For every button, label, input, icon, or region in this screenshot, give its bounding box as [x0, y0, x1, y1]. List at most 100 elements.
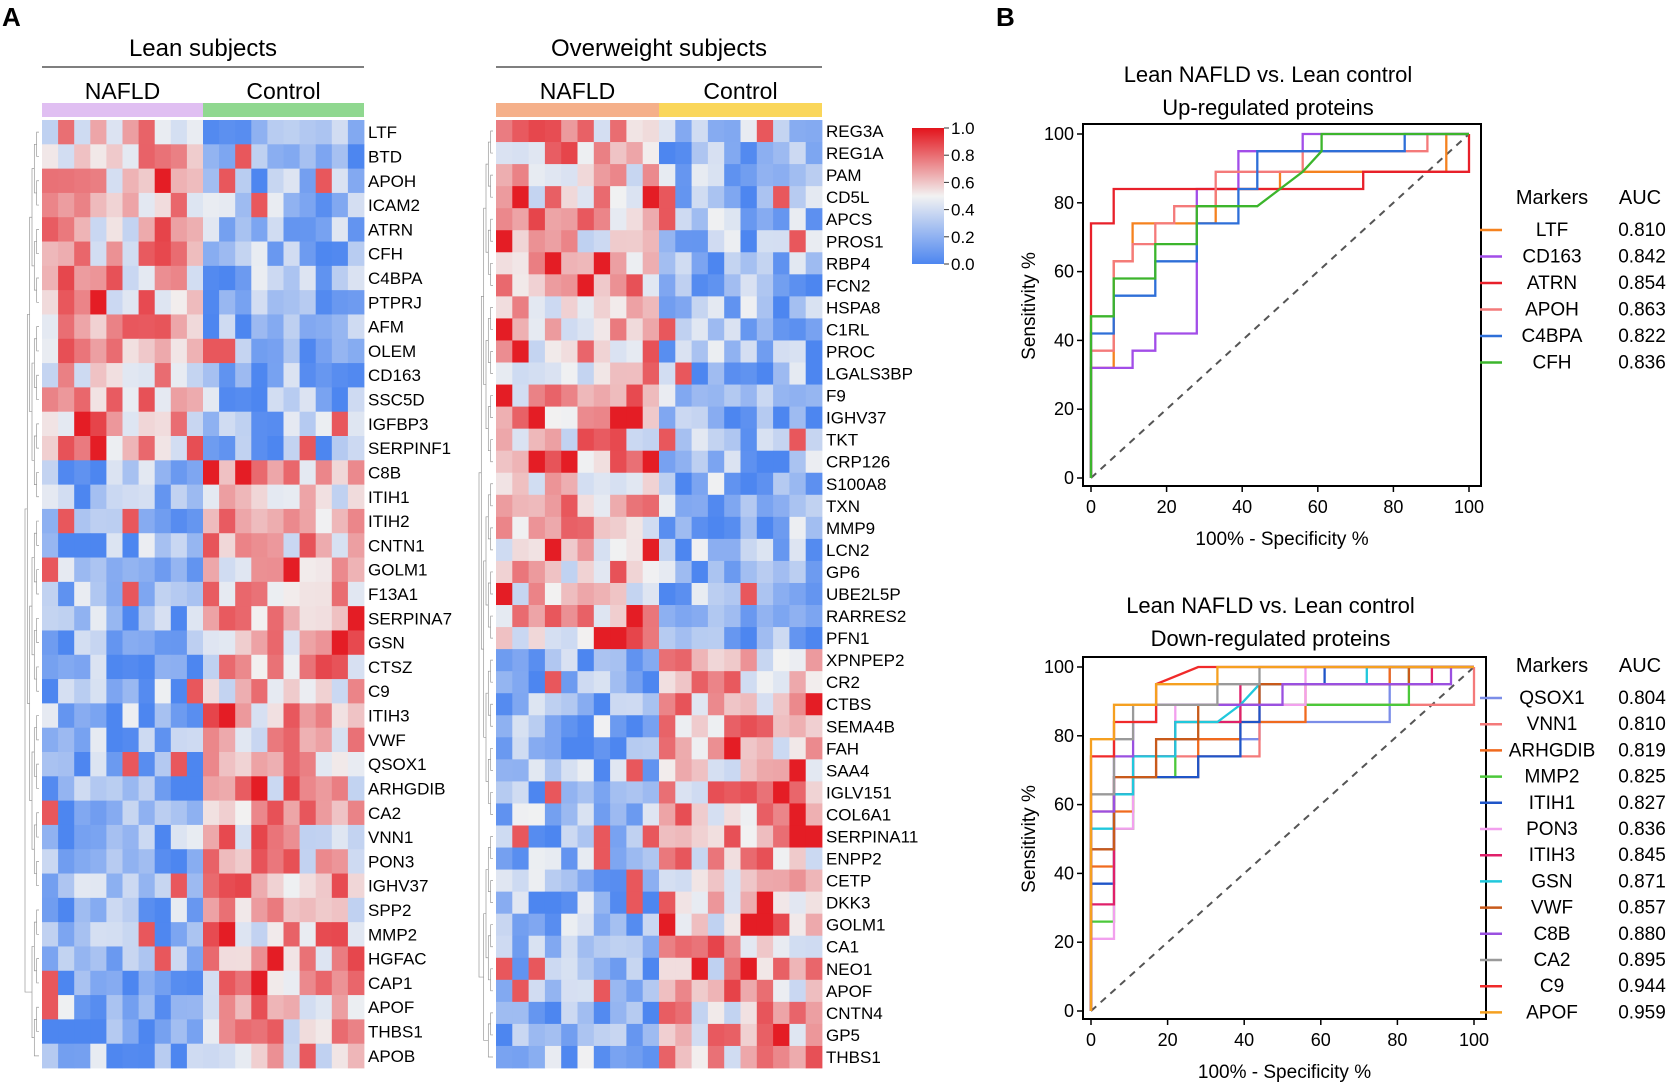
heatmap-cell	[528, 230, 546, 253]
heatmap-cell	[642, 913, 660, 937]
heatmap-cell	[58, 557, 75, 583]
heatmap-cell	[756, 274, 774, 297]
heatmap-cell	[642, 803, 660, 826]
heatmap-cell	[593, 825, 611, 848]
heatmap-cell	[756, 979, 774, 1003]
x-tick-label: 20	[1158, 1030, 1178, 1050]
heatmap-cell	[756, 935, 774, 959]
dendrogram-branch	[36, 326, 39, 352]
heatmap-cell	[544, 516, 562, 540]
heatmap-cell	[219, 873, 236, 899]
gene-label: COL6A1	[826, 806, 891, 825]
heatmap-cell	[58, 897, 75, 923]
heatmap-cell	[756, 494, 774, 518]
heatmap-cell	[138, 776, 156, 802]
heatmap-cell	[347, 217, 365, 242]
heatmap-cell	[122, 946, 139, 972]
heatmap-cell	[74, 411, 91, 437]
heatmap-cell	[805, 450, 823, 474]
heatmap-cell	[593, 450, 611, 474]
heatmap-cell	[610, 340, 627, 363]
heatmap-cell	[740, 340, 758, 363]
legend-auc-value: 0.895	[1618, 950, 1666, 971]
heatmap-cell	[235, 338, 252, 364]
heatmap-cell	[659, 803, 676, 826]
heatmap-cell	[138, 192, 156, 218]
heatmap-cell	[740, 384, 758, 408]
heatmap-cell	[610, 781, 627, 804]
heatmap-cell	[235, 970, 252, 996]
heatmap-cell	[90, 752, 107, 777]
gene-label: FCN2	[826, 276, 870, 295]
heatmap-cell	[170, 484, 188, 510]
heatmap-cell	[122, 460, 139, 486]
heatmap-cell	[299, 363, 317, 388]
heatmap-cell	[496, 1023, 513, 1047]
heatmap-cell	[512, 913, 529, 937]
heatmap-cell	[659, 605, 676, 628]
heatmap-cell	[90, 970, 107, 996]
heatmap-cell	[154, 436, 172, 461]
dendrogram-branch	[490, 174, 493, 198]
heatmap-cell	[42, 776, 59, 802]
heatmap-cell	[659, 979, 676, 1003]
heatmap-cell	[512, 494, 529, 518]
y-tick-label: 40	[1054, 330, 1074, 350]
heatmap-cell	[528, 1045, 546, 1069]
heatmap-cell	[235, 241, 252, 267]
heatmap-cell	[512, 186, 529, 209]
heatmap-cell	[659, 737, 676, 760]
heatmap-cell	[642, 693, 660, 716]
heatmap-cell	[805, 230, 823, 253]
heatmap-cell	[756, 340, 774, 363]
roc-chart-up-regulated: Lean NAFLD vs. Lean controlUp-regulated …	[1019, 62, 1666, 550]
heatmap-cell	[593, 847, 611, 870]
heatmap-cell	[122, 703, 139, 729]
heatmap-cell	[512, 737, 529, 760]
heatmap-cell	[691, 340, 709, 363]
heatmap-cell	[707, 472, 725, 496]
heatmap-cell	[347, 897, 365, 923]
dendrogram-branch	[33, 630, 37, 680]
heatmap-cell	[577, 605, 595, 628]
heatmap-colorbar: 1.00.80.60.40.20.0	[912, 119, 975, 274]
heatmap-cell	[593, 362, 611, 385]
heatmap-cell	[170, 1043, 188, 1069]
heatmap-cell	[561, 759, 578, 782]
heatmap-cell	[347, 363, 365, 388]
heatmap-cell	[42, 849, 59, 874]
heatmap-cell	[203, 557, 220, 583]
heatmap-cell	[593, 1001, 611, 1025]
heatmap-cell	[315, 679, 333, 704]
heatmap-cell	[186, 533, 204, 558]
heatmap-cell	[219, 922, 236, 947]
heatmap-cell	[659, 296, 676, 319]
heatmap-cell	[659, 649, 676, 672]
heatmap-cell	[235, 873, 252, 899]
gene-label: ITIH2	[368, 512, 410, 531]
heatmap-cell	[106, 314, 123, 340]
heatmap-cell	[203, 897, 220, 923]
heatmap-cell	[544, 693, 562, 716]
heatmap-cell	[90, 144, 107, 170]
heatmap-cell	[58, 144, 75, 170]
heatmap-cell	[251, 824, 268, 850]
heatmap-cell	[154, 338, 172, 364]
heatmap-cell	[610, 1045, 627, 1069]
heatmap-cell	[805, 208, 823, 231]
heatmap-cell	[170, 508, 188, 534]
heatmap-cell	[789, 957, 807, 981]
heatmap-cell	[203, 168, 220, 194]
heatmap-cell	[283, 533, 300, 558]
heatmap-cell	[528, 164, 546, 187]
heatmap-cell	[642, 494, 660, 518]
heatmap-cell	[219, 727, 236, 753]
heatmap-cell	[675, 142, 692, 165]
heatmap-cell	[315, 411, 333, 437]
heatmap-cell	[610, 693, 627, 716]
heatmap-cell	[577, 208, 595, 231]
heatmap-cell	[773, 186, 790, 209]
heatmap-cell	[659, 494, 676, 518]
dendrogram-branch	[36, 861, 39, 887]
heatmap-cell	[773, 649, 790, 672]
